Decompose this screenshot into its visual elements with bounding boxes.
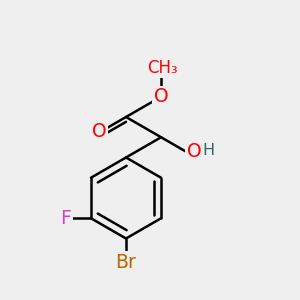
Text: H: H bbox=[202, 143, 214, 158]
Text: O: O bbox=[92, 122, 106, 141]
Text: CH₃: CH₃ bbox=[147, 59, 178, 77]
Text: O: O bbox=[187, 142, 202, 161]
Text: F: F bbox=[61, 209, 71, 228]
Text: O: O bbox=[154, 87, 168, 106]
Text: Br: Br bbox=[116, 253, 136, 272]
